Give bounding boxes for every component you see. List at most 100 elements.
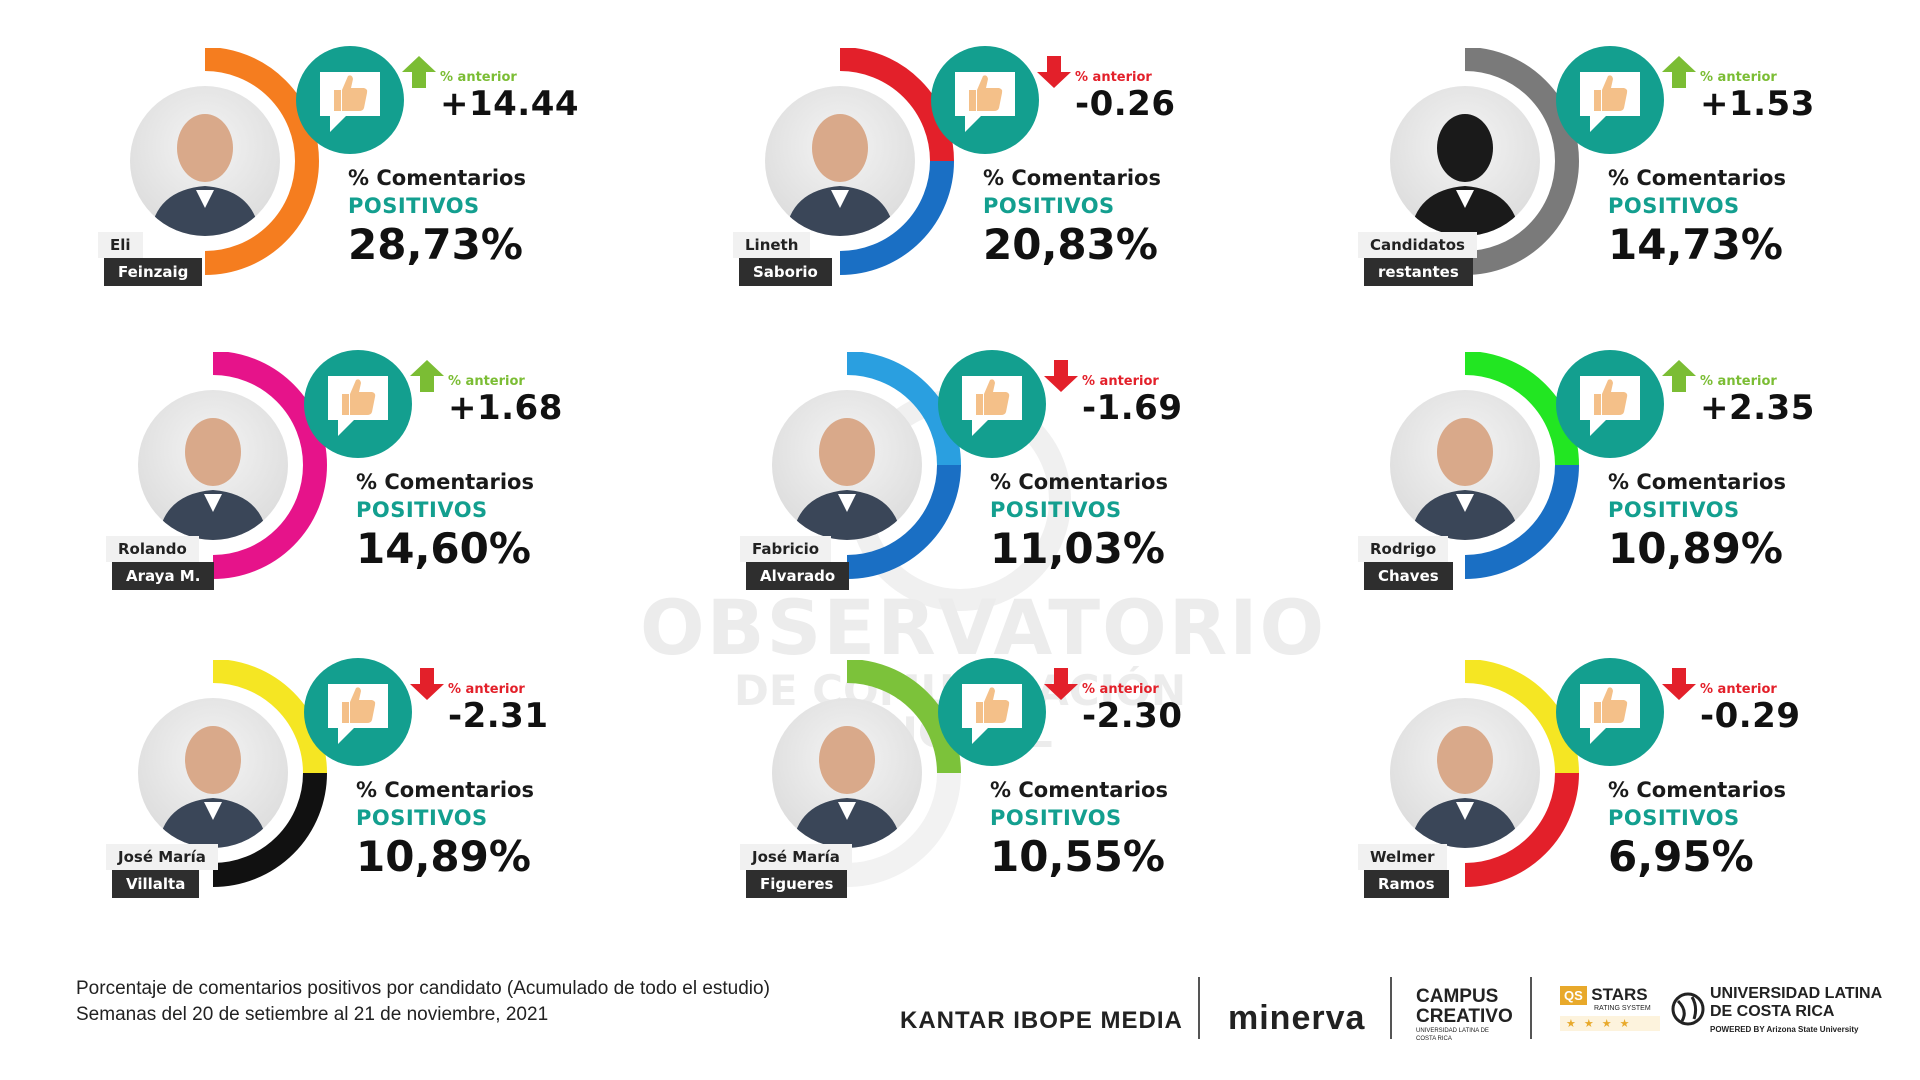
candidate-last-name: Villalta: [112, 870, 200, 898]
candidate-last-name: Feinzaig: [104, 258, 203, 286]
globe-icon: [1671, 992, 1705, 1026]
metric-sublabel: POSITIVOS: [356, 498, 488, 522]
previous-label: % anterior: [1075, 70, 1152, 85]
qs-star-row: ★★★★: [1560, 1016, 1660, 1031]
delta-value: -0.26: [1075, 84, 1176, 124]
thumbs-up-badge: [938, 350, 1046, 458]
arrow-down-icon: [1044, 668, 1078, 700]
metric-sublabel: POSITIVOS: [1608, 806, 1740, 830]
ring-segment: [846, 464, 961, 579]
thumbs-up-badge: [304, 350, 412, 458]
delta-value: +14.44: [440, 84, 580, 124]
metric-label: % Comentarios: [1608, 166, 1786, 190]
candidate-first-name: José María: [740, 844, 852, 870]
thumbs-up-chat-icon: [962, 376, 1022, 436]
footnote: Porcentaje de comentarios positivos por …: [76, 976, 770, 1028]
positive-percentage: 6,95%: [1608, 832, 1754, 881]
metric-sublabel: POSITIVOS: [356, 806, 488, 830]
thumbs-up-badge: [304, 658, 412, 766]
candidate-card: Rodrigo Chaves % anterior +2.35 % Comentario…: [1358, 350, 1920, 612]
metric-label: % Comentarios: [990, 470, 1168, 494]
metric-label: % Comentarios: [356, 778, 534, 802]
candidate-photo: [765, 86, 915, 236]
thumbs-up-badge: [1556, 46, 1664, 154]
watermark-line-1: OBSERVATORIO: [640, 583, 1327, 672]
ring-segment: [1464, 772, 1579, 887]
thumbs-up-chat-icon: [1580, 376, 1640, 436]
metric-sublabel: POSITIVOS: [983, 194, 1115, 218]
ring-segment: [839, 48, 954, 162]
candidate-last-name: Saborio: [739, 258, 832, 286]
candidate-ring: [204, 48, 319, 275]
candidate-last-name: Chaves: [1364, 562, 1453, 590]
positive-percentage: 10,89%: [356, 832, 531, 881]
metric-label: % Comentarios: [356, 470, 534, 494]
positive-percentage: 10,55%: [990, 832, 1165, 881]
candidate-first-name: Rodrigo: [1358, 536, 1449, 562]
person-silhouette-icon: [1410, 418, 1520, 540]
candidate-ring: [212, 352, 327, 579]
person-silhouette-icon: [150, 114, 260, 236]
candidate-first-name: Eli: [98, 232, 143, 258]
delta-value: -2.31: [448, 696, 549, 736]
arrow-up-icon: [1662, 56, 1696, 88]
thumbs-up-chat-icon: [955, 72, 1015, 132]
person-silhouette-icon: [158, 418, 268, 540]
candidate-photo: [138, 390, 288, 540]
metric-label: % Comentarios: [1608, 470, 1786, 494]
candidate-card: Lineth Saborio % anterior -0.26 % Comentario…: [733, 46, 1305, 308]
candidate-ring: [1464, 660, 1579, 887]
campus-line-3: UNIVERSIDAD LATINA DE COSTA RICA: [1416, 1028, 1489, 1042]
candidate-last-name: Ramos: [1364, 870, 1449, 898]
logo-divider: [1390, 977, 1392, 1039]
thumbs-up-chat-icon: [328, 376, 388, 436]
metric-label: % Comentarios: [990, 778, 1168, 802]
candidate-ring: [846, 660, 961, 887]
thumbs-up-badge: [296, 46, 404, 154]
ring-segment: [212, 772, 327, 887]
footnote-line-2: Semanas del 20 de setiembre al 21 de nov…: [76, 1004, 549, 1025]
candidate-card: Rolando Araya M. % anterior +1.68 % Comentar…: [106, 350, 678, 612]
person-silhouette-icon: [785, 114, 895, 236]
metric-sublabel: POSITIVOS: [1608, 498, 1740, 522]
ulatina-line-1: UNIVERSIDAD LATINA: [1710, 985, 1883, 1002]
arrow-up-icon: [402, 56, 436, 88]
delta-value: -0.29: [1700, 696, 1801, 736]
ring-segment: [839, 160, 954, 275]
positive-percentage: 14,60%: [356, 524, 531, 573]
thumbs-up-chat-icon: [1580, 72, 1640, 132]
delta-value: -2.30: [1082, 696, 1183, 736]
previous-label: % anterior: [1700, 682, 1777, 697]
ring-segment: [846, 352, 961, 466]
candidate-card: José María Villalta % anterior -2.31 % Comen…: [106, 658, 678, 920]
arrow-down-icon: [1662, 668, 1696, 700]
candidate-card: Candidatos restantes % anterior +1.53 % Come…: [1358, 46, 1920, 308]
thumbs-up-chat-icon: [962, 684, 1022, 744]
metric-label: % Comentarios: [983, 166, 1161, 190]
candidate-photo: [772, 390, 922, 540]
kantar-logo: KANTAR IBOPE MEDIA: [900, 1007, 1183, 1034]
arrow-up-icon: [1662, 360, 1696, 392]
person-silhouette-icon: [1410, 726, 1520, 848]
candidate-card: Fabricio Alvarado % anterior -1.69 % Comenta…: [740, 350, 1312, 612]
delta-value: +2.35: [1700, 388, 1815, 428]
person-silhouette-icon: [792, 418, 902, 540]
previous-label: % anterior: [1700, 374, 1777, 389]
metric-sublabel: POSITIVOS: [990, 498, 1122, 522]
previous-label: % anterior: [448, 682, 525, 697]
logo-divider: [1198, 977, 1200, 1039]
person-silhouette-icon: [158, 726, 268, 848]
campus-line-2: CREATIVO: [1416, 1006, 1513, 1027]
candidate-photo: [1390, 86, 1540, 236]
previous-label: % anterior: [448, 374, 525, 389]
candidate-first-name: Rolando: [106, 536, 199, 562]
campus-line-1: CAMPUS: [1416, 986, 1499, 1007]
metric-sublabel: POSITIVOS: [990, 806, 1122, 830]
candidate-ring: [839, 48, 954, 275]
candidate-first-name: José María: [106, 844, 218, 870]
candidate-ring: [1464, 48, 1579, 275]
ring-segment: [1464, 464, 1579, 579]
campus-creativo-logo: CAMPUS CREATIVO UNIVERSIDAD LATINA DE CO…: [1416, 987, 1513, 1043]
candidate-ring: [1464, 352, 1579, 579]
positive-percentage: 11,03%: [990, 524, 1165, 573]
